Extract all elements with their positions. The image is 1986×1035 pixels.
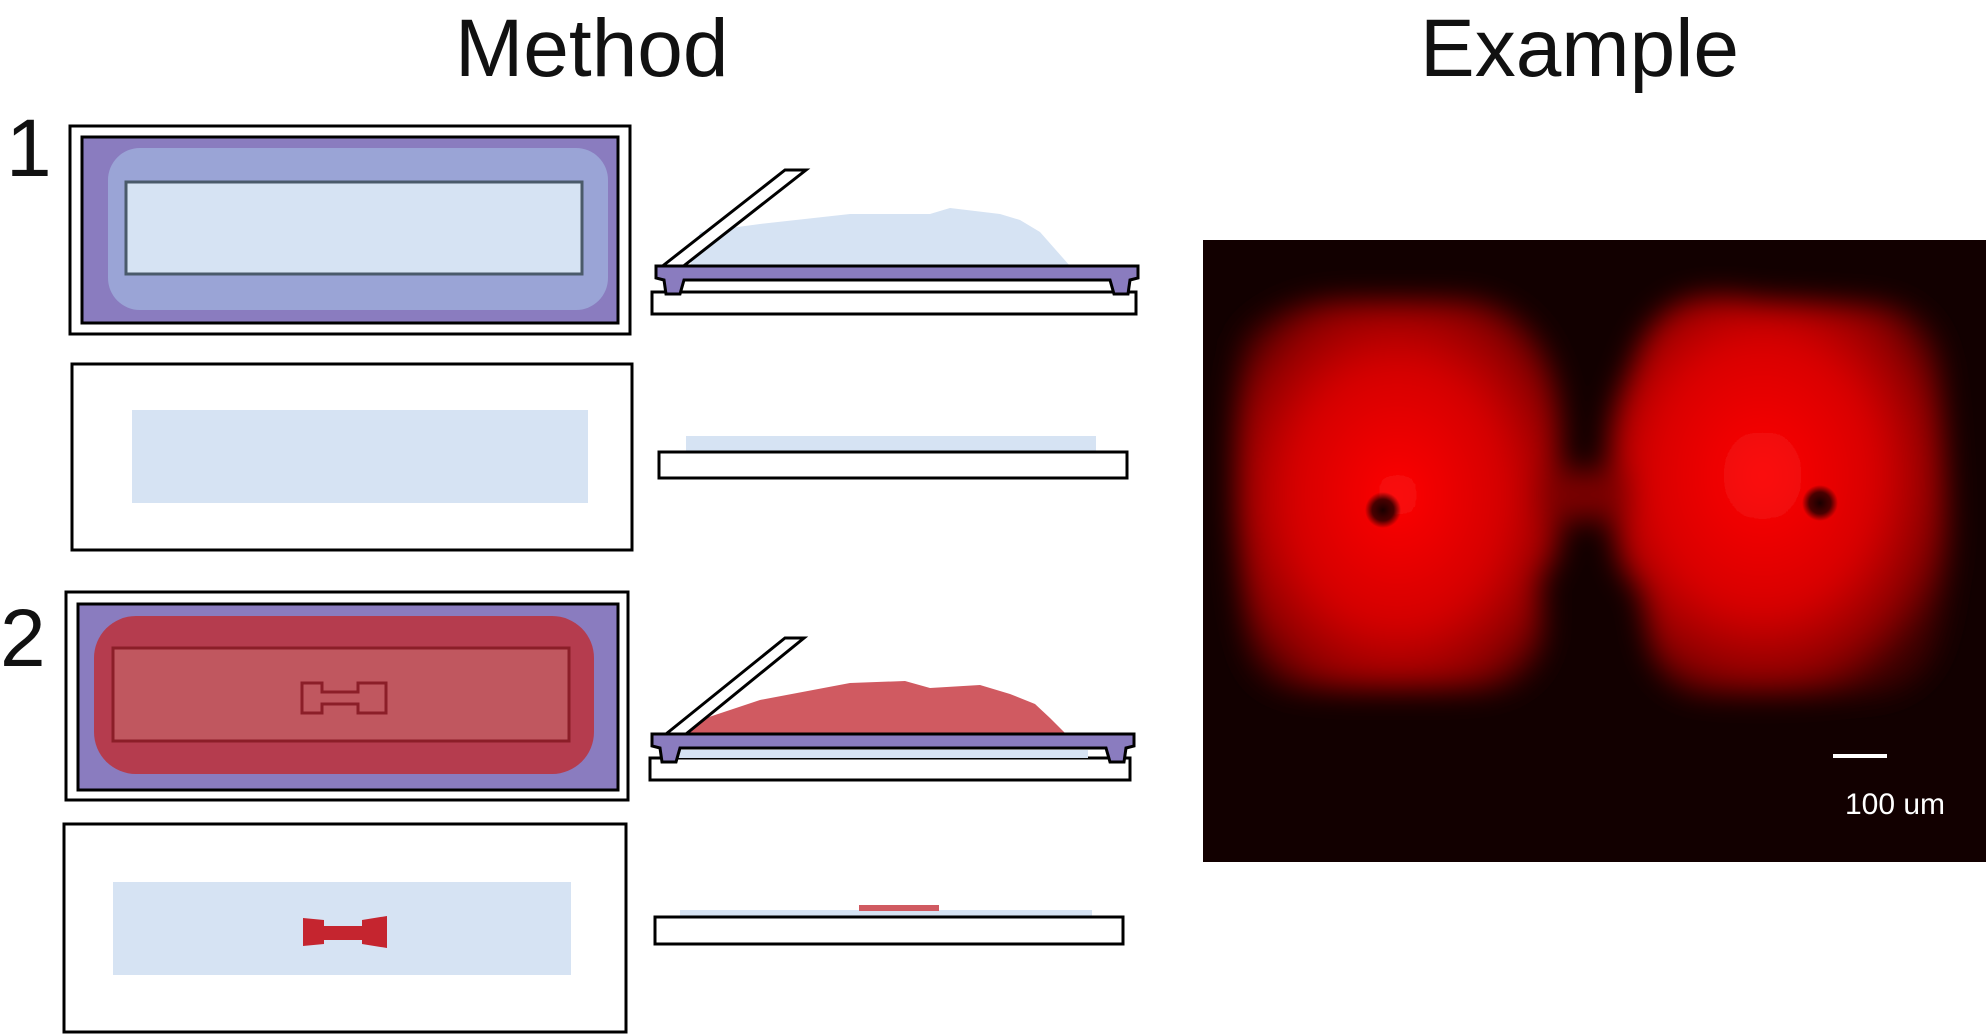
step1-stamp-top-view — [68, 124, 632, 336]
step2-coverslip-top-view — [62, 822, 628, 1034]
step2-stamp-top-view — [64, 590, 630, 802]
step1-stamp-side-view — [650, 168, 1140, 316]
step2-stamp-side-view — [648, 636, 1136, 782]
scale-bar — [1833, 754, 1887, 758]
scale-bar-label: 100 um — [1845, 788, 1945, 821]
fluorescence-image — [1203, 240, 1986, 862]
step-2-label: 2 — [0, 593, 46, 684]
step-1-label: 1 — [6, 103, 52, 194]
step2-coverslip-side-view — [653, 905, 1125, 946]
method-heading: Method — [455, 3, 729, 94]
step1-coverslip-top-view — [70, 362, 634, 552]
step1-coverslip-side-view — [657, 436, 1129, 480]
example-heading: Example — [1420, 3, 1740, 94]
